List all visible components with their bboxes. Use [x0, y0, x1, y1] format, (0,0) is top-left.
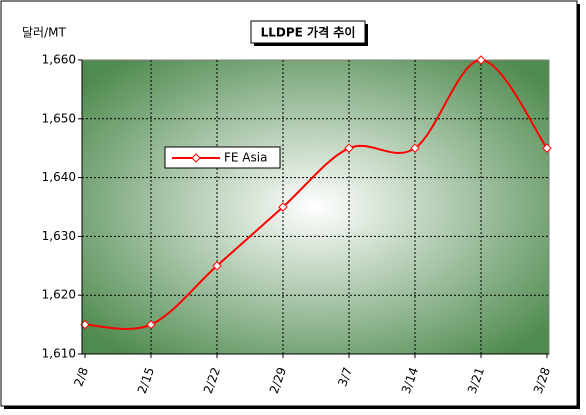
marker: [212, 261, 222, 271]
plot: [80, 55, 552, 354]
x-tick-label: 3/7: [335, 365, 355, 388]
marker: [410, 143, 420, 153]
y-tick-label: 1,630: [42, 229, 76, 243]
y-tick-label: 1,660: [42, 53, 76, 67]
legend: [164, 146, 281, 169]
marker: [476, 55, 486, 65]
marker: [278, 202, 288, 212]
y-tick-label: 1,620: [42, 288, 76, 302]
marker: [542, 143, 552, 153]
title-box: [250, 20, 366, 44]
marker: [344, 143, 354, 153]
x-tick-label: 2/8: [71, 365, 91, 388]
y-tick-label: 1,610: [42, 347, 76, 361]
y-tick-label: 1,640: [42, 170, 76, 184]
plot-area: [81, 59, 550, 355]
legend-label: FE Asia: [224, 151, 267, 165]
y-tick-label: 1,650: [42, 111, 76, 125]
y-axis-label: 달러/MT: [22, 26, 66, 40]
chart-title: LLDPE 가격 추이: [261, 25, 356, 40]
marker: [146, 319, 156, 330]
legend-marker: [191, 153, 201, 163]
